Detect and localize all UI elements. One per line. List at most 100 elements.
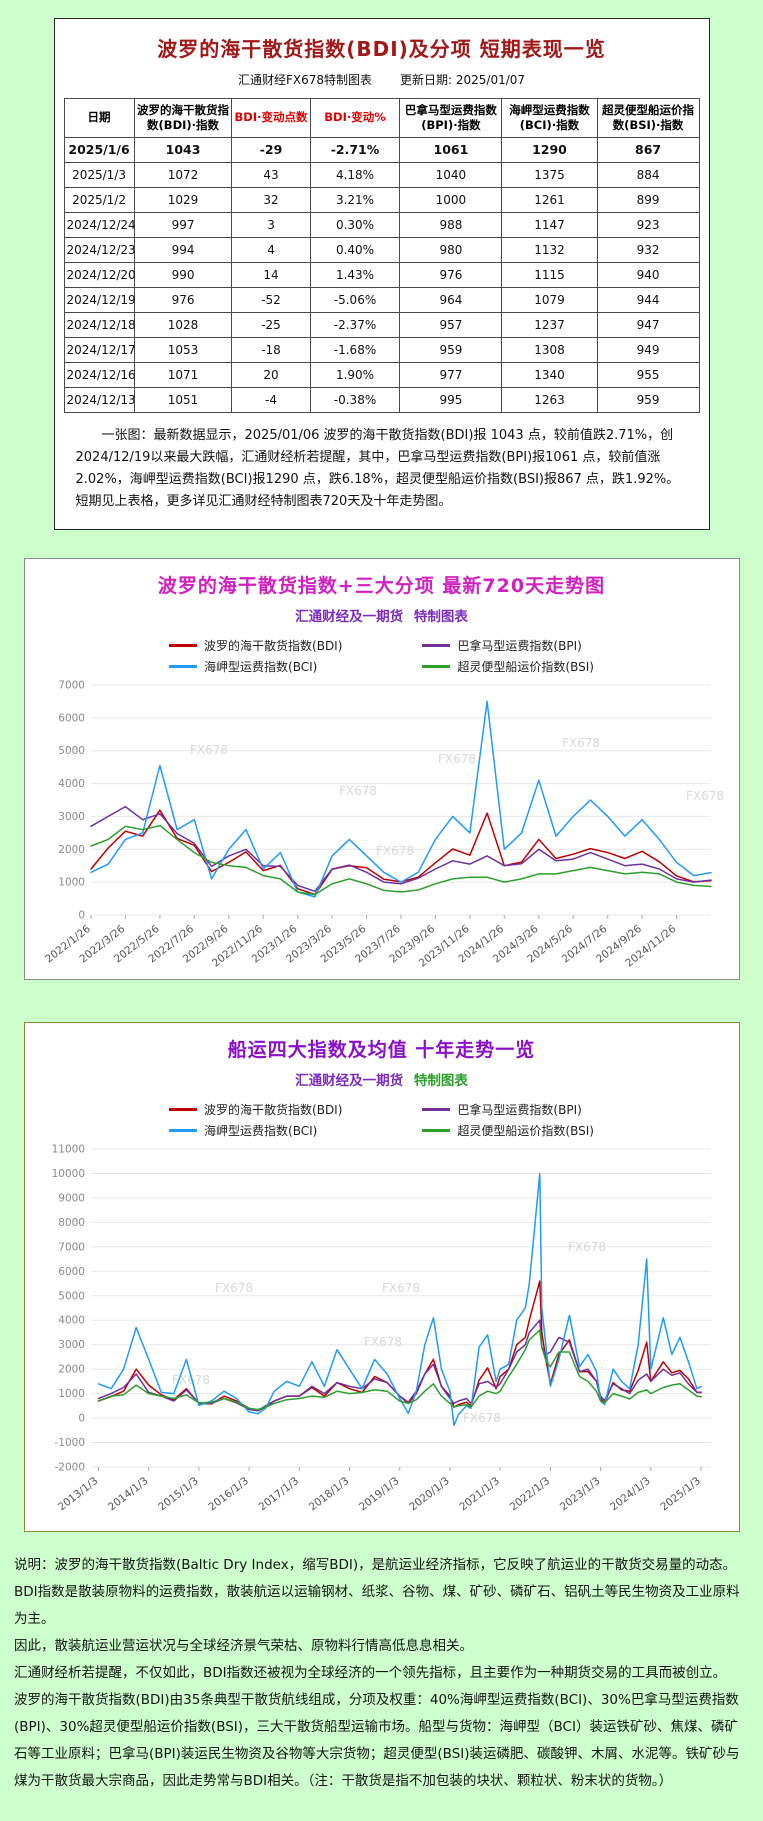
legend-item: 海岬型运费指数(BCI) xyxy=(169,658,342,675)
table-cell: 32 xyxy=(231,186,311,213)
table-cell: 1147 xyxy=(501,211,598,238)
svg-text:FX678: FX678 xyxy=(382,1281,420,1295)
svg-text:2013/1/3: 2013/1/3 xyxy=(55,1475,100,1513)
column-header: BDI·变动点数 xyxy=(231,98,311,138)
explanation-line: 因此，散装航运业营运状况与全球经济景气荣枯、原物料行情高低息息相关。 xyxy=(14,1638,473,1655)
table-cell: 964 xyxy=(399,286,503,313)
table-cell: 976 xyxy=(399,261,503,288)
legend-line-swatch xyxy=(169,1129,198,1133)
table-cell: 1340 xyxy=(501,361,598,388)
table-subtitle: 汇通财经FX678特制图表 更新日期: 2025/01/07 xyxy=(64,71,700,88)
svg-text:2016/1/3: 2016/1/3 xyxy=(206,1475,251,1513)
svg-text:FX678: FX678 xyxy=(562,736,600,750)
table-cell: 1051 xyxy=(133,386,233,413)
table-cell: 2024/12/16 xyxy=(63,361,136,388)
svg-text:4000: 4000 xyxy=(58,778,85,790)
legend-label: 超灵便型船运价指数(BSI) xyxy=(457,660,594,675)
legend-line-swatch xyxy=(422,644,451,648)
legend-label: 波罗的海干散货指数(BDI) xyxy=(204,1103,343,1118)
chart-10y-subtitle: 汇通财经及一期货 特制图表 xyxy=(35,1069,729,1089)
svg-text:3000: 3000 xyxy=(58,811,85,823)
table-row: 2024/12/24 997 3 0.30% 988 1147 923 xyxy=(63,211,700,238)
legend-line-swatch xyxy=(422,1108,451,1112)
table-cell: 2024/12/17 xyxy=(63,336,136,363)
chart-720d-plot: 010002000300040005000600070002022/1/2620… xyxy=(43,680,724,970)
svg-text:FX678: FX678 xyxy=(364,1335,402,1349)
column-header: BDI·变动% xyxy=(309,98,401,138)
table-header-row: 日期 波罗的海干散货指数(BDI)·指数 BDI·变动点数 BDI·变动% 巴拿马型运费… xyxy=(63,98,700,138)
table-cell: 949 xyxy=(596,336,700,363)
svg-text:0: 0 xyxy=(78,1413,85,1425)
table-cell: -2.37% xyxy=(309,311,401,338)
table-cell: 1029 xyxy=(133,186,233,213)
chart-720d-subtitle: 汇通财经及一期货 特制图表 xyxy=(35,605,729,625)
table-cell: 1308 xyxy=(501,336,598,363)
table-cell: 867 xyxy=(596,136,700,163)
svg-text:FX678: FX678 xyxy=(568,1240,606,1254)
svg-text:2022/1/3: 2022/1/3 xyxy=(507,1475,552,1513)
table-cell: 3.21% xyxy=(309,186,401,213)
legend-label: 海岬型运费指数(BCI) xyxy=(204,1124,318,1139)
legend-line-swatch xyxy=(169,665,198,669)
svg-text:2020/1/3: 2020/1/3 xyxy=(407,1475,452,1513)
table-cell: -25 xyxy=(231,311,311,338)
table-body: 2025/1/6 1043 -29 -2.71% 1061 1290 867 2025/1/3… xyxy=(63,136,700,413)
svg-text:2025/1/3: 2025/1/3 xyxy=(658,1475,703,1513)
table-cell: 1237 xyxy=(501,311,598,338)
explanation-text: 说明：波罗的海干散货指数(Baltic Dry Index，缩写BDI)，是航运… xyxy=(0,1532,763,1795)
svg-text:1000: 1000 xyxy=(58,877,85,889)
table-cell: 947 xyxy=(596,311,700,338)
table-cell: 932 xyxy=(596,236,700,263)
chart-720d-legend: 波罗的海干散货指数(BDI) 巴拿马型运费指数(BPI) 海岬型运费指数(BCI) 超… xyxy=(35,637,729,675)
svg-text:11000: 11000 xyxy=(51,1144,84,1156)
table-cell: 976 xyxy=(133,286,233,313)
svg-text:5000: 5000 xyxy=(58,745,85,757)
chart-10y-plot: -2000 -1000 0 1000 2000 3000 4000 5000 6000 7000 8… xyxy=(51,1144,711,1514)
svg-text:FX678: FX678 xyxy=(376,844,414,858)
svg-text:FX678: FX678 xyxy=(215,1281,253,1295)
table-cell: 1375 xyxy=(501,161,598,188)
table-cell: 990 xyxy=(133,261,233,288)
table-cell: 2024/12/19 xyxy=(63,286,136,313)
table-cell: 1028 xyxy=(133,311,233,338)
legend-item: 波罗的海干散货指数(BDI) xyxy=(169,1101,342,1118)
svg-text:9000: 9000 xyxy=(58,1193,85,1205)
table-cell: 0.40% xyxy=(309,236,401,263)
table-cell: 0.30% xyxy=(309,211,401,238)
table-cell: 959 xyxy=(399,336,503,363)
legend-item: 巴拿马型运费指数(BPI) xyxy=(422,1101,594,1118)
table-cell: 2024/12/13 xyxy=(63,386,136,413)
legend-line-swatch xyxy=(169,1108,198,1112)
svg-text:2017/1/3: 2017/1/3 xyxy=(256,1475,301,1513)
table-cell: 1.43% xyxy=(309,261,401,288)
table-cell: 1043 xyxy=(133,136,233,163)
svg-text:2021/1/3: 2021/1/3 xyxy=(457,1475,502,1513)
table-row: 2024/12/20 990 14 1.43% 976 1115 940 xyxy=(63,261,700,288)
table-note: 一张图：最新数据显示，2025/01/06 波罗的海干散货指数(BDI)报 10… xyxy=(75,427,680,510)
table-cell: 2024/12/24 xyxy=(63,211,136,238)
table-cell: 1040 xyxy=(399,161,503,188)
legend-line-swatch xyxy=(422,1129,451,1133)
table-cell: 977 xyxy=(399,361,503,388)
table-subtitle-source: 汇通财经FX678特制图表 xyxy=(237,73,372,87)
table-cell: 43 xyxy=(231,161,311,188)
table-cell: 1061 xyxy=(399,136,503,163)
table-title: 波罗的海干散货指数(BDI)及分项 短期表现一览 xyxy=(157,37,606,61)
svg-text:1000: 1000 xyxy=(58,1388,85,1400)
table-cell: 959 xyxy=(596,386,700,413)
svg-text:FX678: FX678 xyxy=(686,789,724,803)
table-cell: 2024/12/18 xyxy=(63,311,136,338)
table-cell: 940 xyxy=(596,261,700,288)
svg-text:2018/1/3: 2018/1/3 xyxy=(306,1475,351,1513)
table-cell: 1263 xyxy=(501,386,598,413)
table-cell: 955 xyxy=(596,361,700,388)
chart-720d-title: 波罗的海干散货指数+三大分项 最新720天走势图 xyxy=(157,575,606,598)
svg-text:2024/1/3: 2024/1/3 xyxy=(608,1475,653,1513)
svg-text:2014/1/3: 2014/1/3 xyxy=(105,1475,150,1513)
table-cell: 1290 xyxy=(501,136,598,163)
table-cell: 957 xyxy=(399,311,503,338)
table-cell: 1.90% xyxy=(309,361,401,388)
table-cell: 995 xyxy=(399,386,503,413)
table-cell: 923 xyxy=(596,211,700,238)
